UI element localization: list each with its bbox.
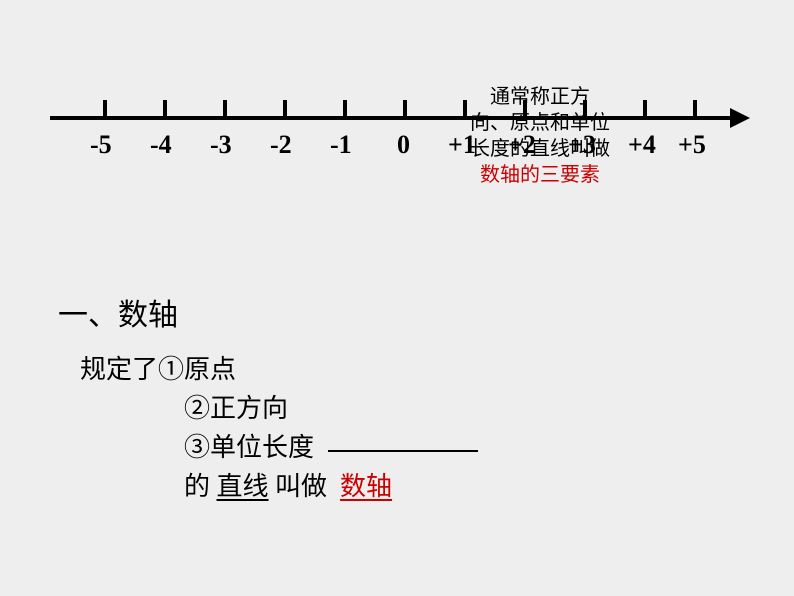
- definition-line-1: 规定了①原点: [80, 350, 478, 389]
- definition-line-3: ③单位长度: [184, 428, 478, 467]
- tick-label: -4: [150, 130, 172, 160]
- number-line-arrow: [730, 108, 750, 128]
- definition-prefix: 规定了: [80, 355, 158, 384]
- definition-block: 规定了①原点 ②正方向 ③单位长度 的 直线 叫做 数轴: [80, 350, 478, 506]
- number-line-container: -5 -4 -3 -2 -1 0 +1 +2 +3 +4 +5: [50, 78, 750, 168]
- definition-item1: ①原点: [158, 355, 236, 384]
- definition-line4-prefix: 的: [184, 472, 210, 501]
- tick-label: -1: [330, 130, 352, 160]
- definition-item3: ③单位长度: [184, 433, 314, 462]
- definition-line4-red: 数轴: [340, 472, 392, 501]
- annotation-line4: 数轴的三要素: [480, 164, 600, 186]
- tick-label: -2: [270, 130, 292, 160]
- definition-line4-mid: 叫做: [275, 472, 327, 501]
- annotation-text: 通常称正方 向、原点和单位 长度的直线叫做 数轴的三要素: [440, 84, 640, 188]
- tick-label: -5: [90, 130, 112, 160]
- underline-blank: [328, 450, 478, 452]
- annotation-line2: 向、原点和单位: [470, 112, 610, 134]
- definition-item2: ②正方向: [184, 389, 478, 428]
- tick-label: +5: [678, 130, 706, 160]
- annotation-line3: 长度的直线叫做: [470, 138, 610, 160]
- definition-line-4: 的 直线 叫做 数轴: [184, 467, 478, 506]
- definition-line4-underlined: 直线: [217, 472, 269, 501]
- annotation-line1: 通常称正方: [490, 86, 590, 108]
- section-title: 一、数轴: [58, 290, 178, 334]
- tick-label: -3: [210, 130, 232, 160]
- tick-label: 0: [397, 130, 410, 160]
